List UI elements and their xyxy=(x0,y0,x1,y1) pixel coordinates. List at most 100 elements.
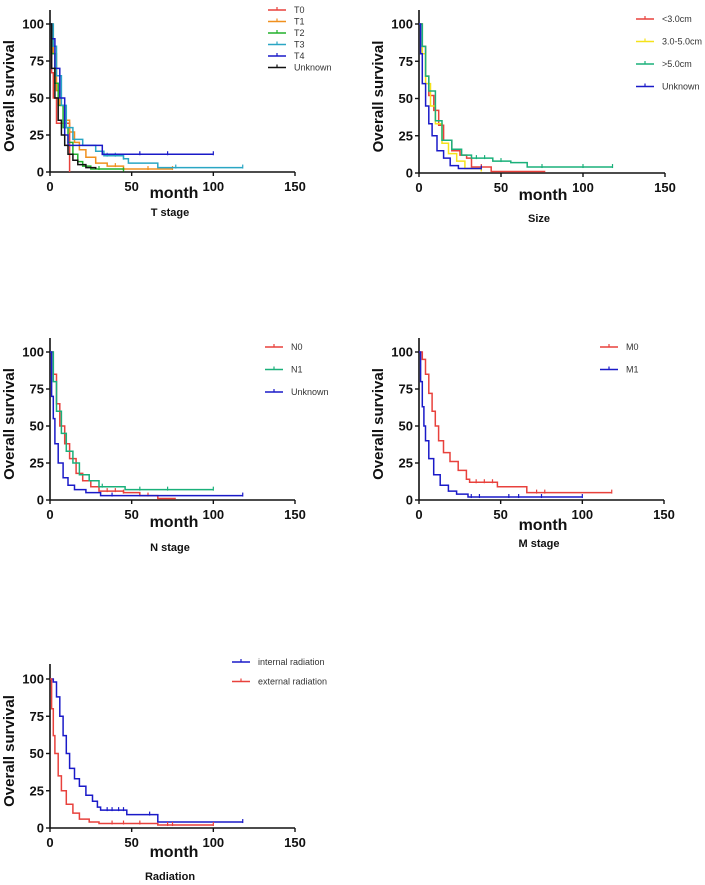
survival-curve xyxy=(50,23,97,169)
series-Unknown xyxy=(50,351,244,497)
legend-label: T4 xyxy=(294,51,305,61)
y-axis-label: Overall survival xyxy=(370,368,387,480)
x-tick-label: 0 xyxy=(415,507,422,522)
legend-label: T1 xyxy=(294,17,305,27)
legend-item: T0 xyxy=(268,5,305,15)
legend-label: 3.0-5.0cm xyxy=(662,37,702,47)
x-axis-label: month xyxy=(150,514,199,531)
legend-item: N0 xyxy=(265,342,303,352)
legend-label: T0 xyxy=(294,5,305,15)
survival-curve xyxy=(50,351,176,500)
x-axis-label: month xyxy=(519,187,568,204)
legend-item: 3.0-5.0cm xyxy=(636,37,702,47)
x-axis-label: month xyxy=(150,185,199,202)
survival-curve xyxy=(50,23,214,155)
panel-title: T stage xyxy=(151,207,190,219)
y-tick-label: 50 xyxy=(399,419,413,434)
x-tick-label: 150 xyxy=(284,507,306,522)
legend-label: M1 xyxy=(626,365,639,375)
x-tick-label: 0 xyxy=(46,835,53,850)
y-tick-label: 25 xyxy=(30,783,44,798)
survival-curve xyxy=(419,351,612,494)
legend-item: Unknown xyxy=(265,387,329,397)
survival-curve xyxy=(50,23,173,170)
y-tick-label: 50 xyxy=(399,91,413,106)
y-tick-label: 25 xyxy=(399,456,413,471)
survival-curve xyxy=(419,23,482,170)
km-panel-size: 0 25 50 75 100 0 50 100 150 Overall survival month… xyxy=(370,10,702,225)
y-axis-label: Overall survival xyxy=(1,40,18,152)
km-panel-n-stage: 0 25 50 75 100 0 50 100 150 Overall survival month… xyxy=(1,338,329,554)
y-axis-label: Overall survival xyxy=(1,368,18,480)
y-tick-label: 50 xyxy=(30,746,44,761)
x-tick-label: 50 xyxy=(124,179,138,194)
series-external radiation xyxy=(50,678,214,827)
x-tick-label: 100 xyxy=(202,835,224,850)
legend-item: Unknown xyxy=(268,63,332,73)
x-tick-label: 150 xyxy=(653,507,675,522)
x-axis-label: month xyxy=(150,844,199,861)
legend-item: M0 xyxy=(600,342,639,352)
panel-title: Radiation xyxy=(145,871,195,883)
series-T4 xyxy=(50,23,214,156)
series-3.0-5.0cm xyxy=(419,23,483,172)
survival-curve xyxy=(50,23,243,169)
y-tick-label: 0 xyxy=(406,493,413,508)
x-tick-label: 0 xyxy=(46,507,53,522)
y-tick-label: 75 xyxy=(30,54,44,69)
survival-curve xyxy=(50,351,243,497)
x-tick-label: 100 xyxy=(202,507,224,522)
legend-item: T3 xyxy=(268,40,305,50)
y-tick-label: 0 xyxy=(406,166,413,181)
legend-label: N1 xyxy=(291,365,303,375)
legend-label: Unknown xyxy=(294,63,332,73)
survival-curve xyxy=(419,23,546,173)
y-tick-label: 75 xyxy=(30,709,44,724)
y-tick-label: 0 xyxy=(37,165,44,180)
x-tick-label: 0 xyxy=(46,179,53,194)
series-internal radiation xyxy=(50,678,244,824)
y-axis-label: Overall survival xyxy=(1,695,18,807)
x-tick-label: 50 xyxy=(494,180,508,195)
legend-item: >5.0cm xyxy=(636,59,692,69)
panel-title: N stage xyxy=(150,542,190,554)
panel-title: Size xyxy=(528,213,550,225)
legend-label: <3.0cm xyxy=(662,14,692,24)
y-tick-label: 100 xyxy=(22,672,44,687)
km-panel-radiation: 0 25 50 75 100 0 50 100 150 Overall survival month… xyxy=(1,657,327,883)
y-tick-label: 75 xyxy=(30,382,44,397)
x-tick-label: 50 xyxy=(124,507,138,522)
y-tick-label: 75 xyxy=(399,382,413,397)
y-tick-label: 75 xyxy=(399,54,413,69)
y-tick-label: 0 xyxy=(37,493,44,508)
series->5.0cm xyxy=(419,23,614,169)
y-tick-label: 25 xyxy=(30,456,44,471)
legend-label: >5.0cm xyxy=(662,59,692,69)
x-tick-label: 100 xyxy=(571,507,593,522)
survival-curve xyxy=(419,351,583,498)
legend-item: T1 xyxy=(268,17,305,27)
legend-item: Unknown xyxy=(636,82,700,92)
y-tick-label: 100 xyxy=(391,17,413,32)
series-<3.0cm xyxy=(419,23,546,173)
km-panel-m-stage: 0 25 50 75 100 0 50 100 150 Overall survival month… xyxy=(370,338,675,550)
series-M0 xyxy=(419,351,613,494)
series-Unknown xyxy=(50,23,97,169)
survival-curve xyxy=(50,351,214,491)
legend-item: internal radiation xyxy=(232,657,325,667)
x-tick-label: 150 xyxy=(654,180,676,195)
legend-label: Unknown xyxy=(291,387,329,397)
legend-label: Unknown xyxy=(662,82,700,92)
legend-label: T2 xyxy=(294,28,305,38)
legend-label: M0 xyxy=(626,342,639,352)
legend-item: M1 xyxy=(600,365,639,375)
legend-label: N0 xyxy=(291,342,303,352)
y-tick-label: 0 xyxy=(37,821,44,836)
legend-item: T4 xyxy=(268,51,305,61)
legend-item: N1 xyxy=(265,365,303,375)
x-tick-label: 100 xyxy=(202,179,224,194)
series-Unknown xyxy=(419,23,482,170)
x-axis-label: month xyxy=(519,517,568,534)
survival-curve xyxy=(419,23,613,168)
y-tick-label: 50 xyxy=(30,91,44,106)
